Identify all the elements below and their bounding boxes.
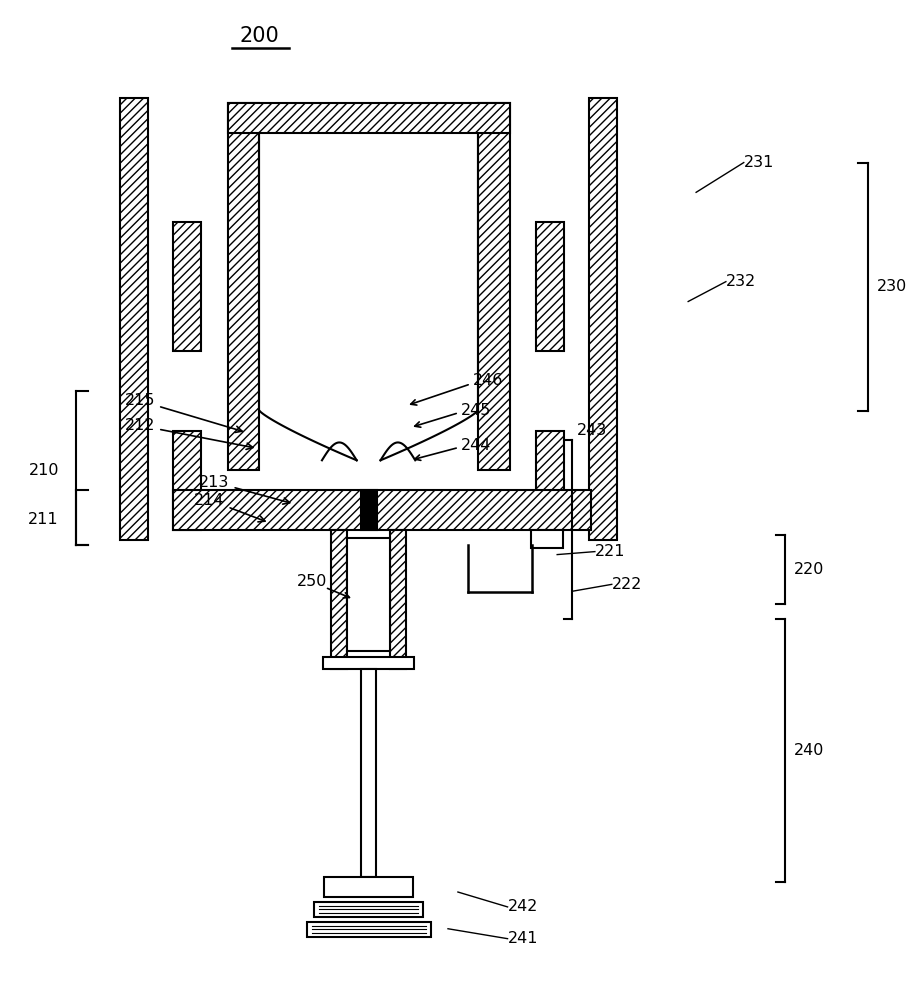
Bar <box>121 98 148 540</box>
Text: 244: 244 <box>461 438 491 453</box>
Bar <box>173 490 591 530</box>
Bar <box>347 538 391 651</box>
Bar <box>324 877 414 897</box>
Text: 210: 210 <box>28 463 59 478</box>
Bar <box>362 669 376 877</box>
Bar <box>307 922 431 937</box>
Bar <box>536 222 564 351</box>
Text: 250: 250 <box>297 574 328 589</box>
Text: 243: 243 <box>577 423 607 438</box>
Text: 220: 220 <box>793 562 824 577</box>
Text: 222: 222 <box>612 577 642 592</box>
Bar <box>331 530 347 669</box>
Bar <box>227 103 259 470</box>
Text: 200: 200 <box>239 26 279 46</box>
Bar <box>536 431 564 530</box>
Bar <box>173 431 201 530</box>
Text: 215: 215 <box>125 393 242 432</box>
Bar <box>531 530 563 548</box>
Text: 241: 241 <box>508 931 538 946</box>
Text: 230: 230 <box>876 279 907 294</box>
Bar <box>361 490 376 530</box>
Bar <box>391 530 406 669</box>
Text: 242: 242 <box>508 899 538 914</box>
Text: 213: 213 <box>199 475 289 504</box>
Bar <box>589 98 616 540</box>
Bar <box>173 222 201 351</box>
Bar <box>323 657 415 669</box>
Text: 232: 232 <box>726 274 756 289</box>
Text: 211: 211 <box>28 512 59 527</box>
Text: 212: 212 <box>125 418 253 449</box>
Text: 214: 214 <box>194 493 265 522</box>
Text: 221: 221 <box>595 544 625 559</box>
Text: 231: 231 <box>744 155 774 170</box>
Text: 240: 240 <box>793 743 824 758</box>
Text: 246: 246 <box>473 373 503 388</box>
Text: 245: 245 <box>461 403 491 418</box>
Bar <box>477 103 509 470</box>
Bar <box>227 103 509 133</box>
Bar <box>314 902 424 917</box>
